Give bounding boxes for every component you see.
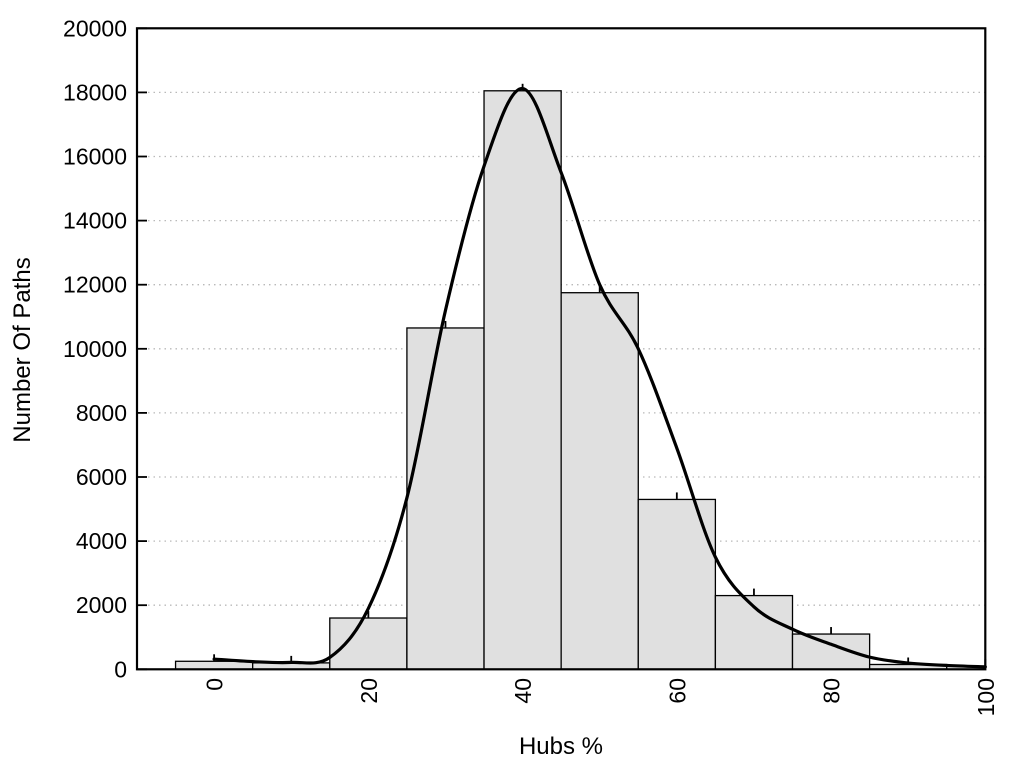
y-tick-label: 20000 [63, 15, 127, 41]
y-tick-label: 12000 [63, 272, 127, 298]
x-tick-label: 80 [819, 678, 845, 704]
y-tick-label: 6000 [76, 464, 127, 490]
x-axis-title: Hubs % [518, 733, 604, 760]
histogram-bar [329, 617, 408, 670]
y-tick-label: 10000 [63, 336, 127, 362]
histogram-bar [483, 90, 562, 670]
y-tick-label: 4000 [76, 528, 127, 554]
y-tick-label: 18000 [63, 79, 127, 105]
histogram-bar [406, 327, 485, 670]
x-tick-label: 100 [973, 678, 999, 716]
y-tick-label: 14000 [63, 208, 127, 234]
plot-border [135, 27, 987, 671]
y-axis-title: Number Of Paths [9, 257, 36, 443]
histogram-bar [560, 292, 639, 670]
y-tick-label: 2000 [76, 592, 127, 618]
y-tick-label: 0 [114, 656, 127, 682]
histogram-bar [791, 633, 871, 670]
x-tick-label: 0 [202, 678, 228, 691]
y-tick-label: 8000 [76, 400, 127, 426]
y-tick-label: 16000 [63, 144, 127, 170]
x-tick-label: 20 [356, 678, 382, 704]
density-curve [212, 86, 987, 669]
x-tick-label: 60 [664, 678, 690, 704]
x-tick-label: 40 [510, 678, 536, 704]
